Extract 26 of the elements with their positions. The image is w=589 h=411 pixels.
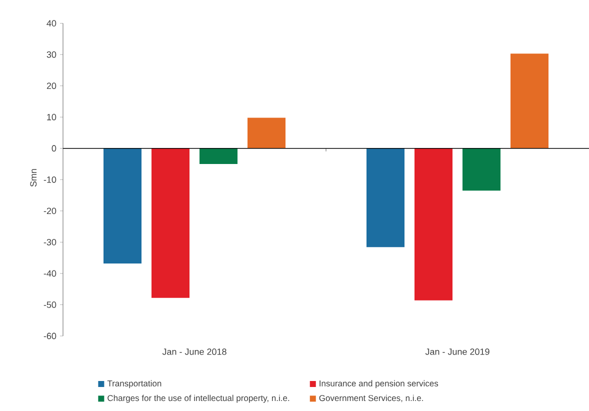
bar <box>462 148 500 191</box>
bar <box>152 148 190 298</box>
legend-label: Charges for the use of intellectual property, n.i.e. <box>108 394 290 403</box>
y-tick-label: 10 <box>47 114 56 120</box>
y-axis-title: Smn <box>30 169 37 187</box>
y-tick-label: 40 <box>46 20 56 26</box>
y-tick-label: -60 <box>44 332 56 340</box>
y-tick-label: -20 <box>44 208 56 214</box>
x-tick-label: Jan - June 2018 <box>162 348 226 355</box>
bar <box>414 148 452 300</box>
legend-label: Government Services, n.i.e. <box>319 394 423 402</box>
bar <box>248 118 286 148</box>
y-tick-label: 0 <box>52 145 56 152</box>
y-tick-label: -40 <box>44 270 56 277</box>
bar <box>200 148 238 164</box>
y-tick-label: 30 <box>46 51 56 58</box>
y-tick-label: -10 <box>44 176 56 183</box>
legend-label: Transportation <box>107 380 162 388</box>
bar <box>366 148 404 248</box>
bar <box>510 54 548 148</box>
legend-label: Insurance and pension services <box>320 380 438 388</box>
x-tick-label: Jan - June 2019 <box>425 348 490 355</box>
bar <box>104 148 142 264</box>
y-tick-label: 20 <box>46 82 56 90</box>
y-tick-label: -50 <box>44 302 56 308</box>
y-tick-label: -30 <box>44 238 56 246</box>
